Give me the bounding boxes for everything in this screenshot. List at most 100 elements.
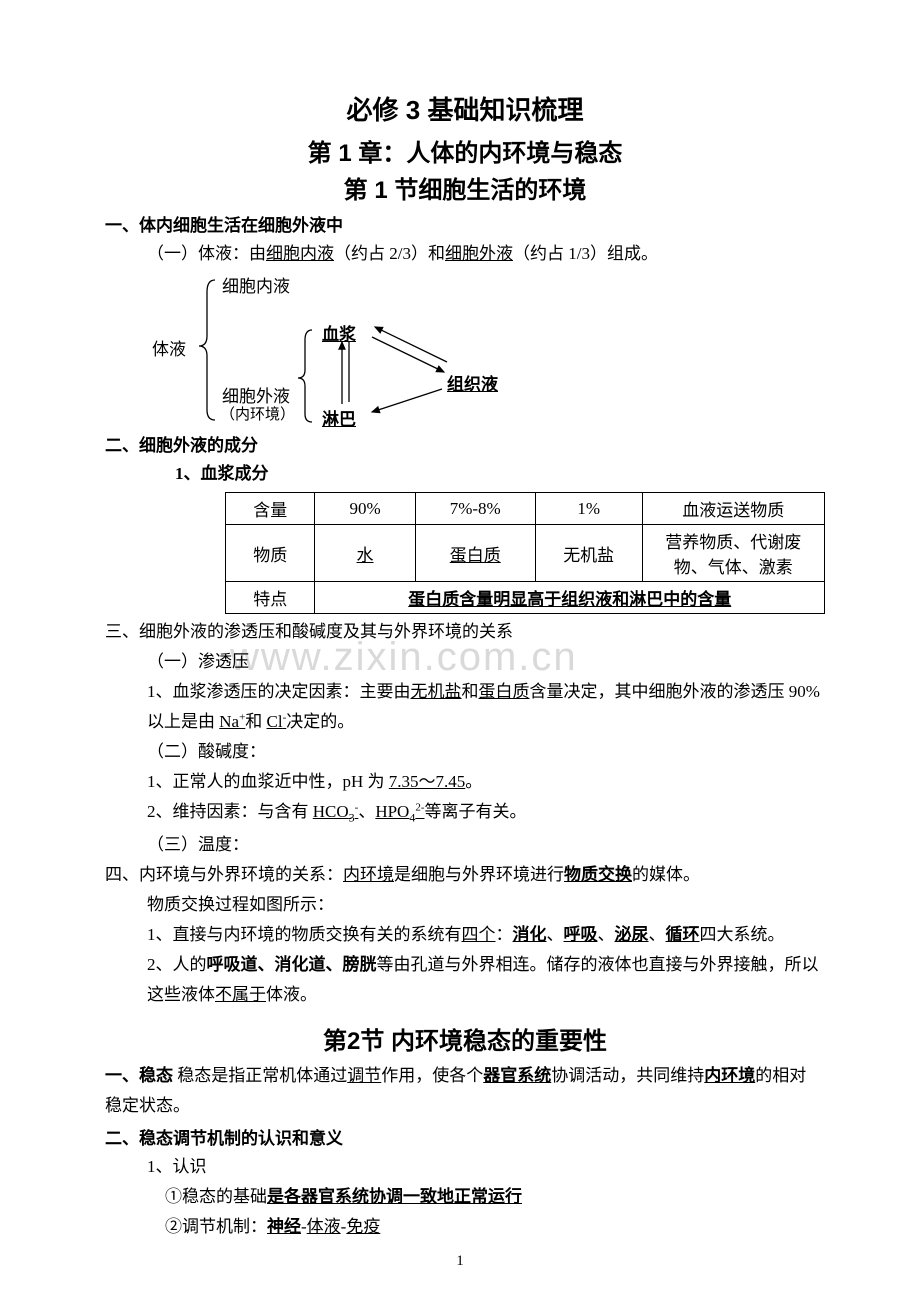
para: 1、血浆渗透压的决定因素：主要由无机盐和蛋白质含量决定，其中细胞外液的渗透压 9… [105, 678, 825, 706]
page-number: 1 [0, 1253, 920, 1270]
table-cell: 营养物质、代谢废物、气体、激素 [642, 525, 824, 582]
table-cell: 90% [315, 493, 415, 525]
text: Na [219, 712, 239, 731]
text: 2、人的 [147, 955, 207, 974]
table-cell: 无机盐 [535, 525, 642, 582]
para: （二）酸碱度： [105, 738, 825, 766]
text: 、 [547, 925, 564, 944]
text: 这些液体 [147, 985, 215, 1004]
text-underline: Cl- [267, 712, 287, 731]
title-section-1: 第 1 节细胞生活的环境 [105, 170, 825, 205]
text: 的媒体。 [632, 865, 700, 884]
title-chapter: 第 1 章：人体的内环境与稳态 [105, 133, 825, 168]
para: 2、人的呼吸道、消化道、膀胱等由孔道与外界相连。储存的液体也直接与外界接触，所以 [105, 951, 825, 979]
heading-3: 三、细胞外液的渗透压和酸碱度及其与外界环境的关系 [105, 618, 825, 646]
text: 以上是由 [147, 712, 219, 731]
text-underline: 消化 [513, 925, 547, 944]
para: 稳定状态。 [105, 1092, 825, 1120]
text-underline: 四个 [462, 925, 496, 944]
text-bold: 一、稳态 [105, 1066, 173, 1085]
text: HPO [375, 802, 409, 821]
heading-4: 四、内环境与外界环境的关系：内环境是细胞与外界环境进行物质交换的媒体。 [105, 861, 825, 889]
text: （约占 2/3）和 [334, 244, 445, 263]
diagram-label: 淋巴 [322, 405, 356, 430]
table-cell: 7%-8% [415, 493, 535, 525]
text: 含量决定，其中细胞外液的渗透压 90% [530, 682, 820, 701]
text: 四、内环境与外界环境的关系： [105, 865, 343, 884]
text: 、 [649, 925, 666, 944]
text: 1、直接与内环境的物质交换有关的系统有 [147, 925, 462, 944]
text: Cl [267, 712, 283, 731]
para: （一）体液：由细胞内液（约占 2/3）和细胞外液（约占 1/3）组成。 [105, 240, 825, 268]
para: 一、稳态 稳态是指正常机体通过调节作用，使各个器官系统协调活动，共同维持内环境的… [105, 1062, 825, 1090]
text: 等由孔道与外界相连。储存的液体也直接与外界接触，所以 [377, 955, 819, 974]
table-cell: 血液运送物质 [642, 493, 824, 525]
text: 协调活动，共同维持 [551, 1066, 704, 1085]
para: 1、直接与内环境的物质交换有关的系统有四个：消化、呼吸、泌尿、循环四大系统。 [105, 921, 825, 949]
para: ②调节机制：神经-体液-免疫 [105, 1213, 825, 1241]
table-cell: 蛋白质含量明显高于组织液和淋巴中的含量 [315, 582, 825, 614]
text: （一）体液：由 [147, 244, 266, 263]
para: ①稳态的基础是各器官系统协调一致地正常运行 [105, 1183, 825, 1211]
text: 1、血浆渗透压的决定因素：主要由 [147, 682, 411, 701]
body-fluid-diagram: 细胞内液 体液 细胞外液 （内环境） 血浆 组织液 淋巴 [147, 272, 825, 427]
text: 。 [465, 772, 482, 791]
superscript: 2- [415, 802, 424, 814]
text-underline: HPO42- [375, 802, 424, 821]
para: 1、血浆成分 [105, 460, 825, 488]
text: 1、正常人的血浆近中性，pH 为 [147, 772, 389, 791]
text-underline: 神经 [267, 1217, 301, 1236]
text-underline: 无机盐 [411, 682, 462, 701]
heading-6: 二、稳态调节机制的认识和意义 [105, 1124, 825, 1149]
text: 四大系统。 [700, 925, 785, 944]
text: 和 [462, 682, 479, 701]
text: 和 [245, 712, 266, 731]
table-row: 物质 水 蛋白质 无机盐 营养物质、代谢废物、气体、激素 [226, 525, 825, 582]
text: 2、维持因素：与含有 [147, 802, 313, 821]
text-underline: 7.35～7.45 [389, 772, 466, 791]
text: 体液。 [266, 985, 317, 1004]
table-cell: 物质 [226, 525, 315, 582]
text-underline: 蛋白质 [479, 682, 530, 701]
table-cell: 水 [315, 525, 415, 582]
diagram-label: 细胞内液 [222, 272, 290, 297]
text-underline: 是各器官系统协调一致地正常运行 [267, 1187, 522, 1206]
text-underline: Na+ [219, 712, 245, 731]
table-row: 含量 90% 7%-8% 1% 血液运送物质 [226, 493, 825, 525]
blood-plasma-table: 含量 90% 7%-8% 1% 血液运送物质 物质 水 蛋白质 无机盐 营养物质… [225, 492, 825, 614]
table-cell: 1% [535, 493, 642, 525]
table-cell: 特点 [226, 582, 315, 614]
text: 、 [358, 802, 375, 821]
para: 这些液体不属于体液。 [105, 981, 825, 1009]
para: 2、维持因素：与含有 HCO3-、HPO42-等离子有关。 [105, 798, 825, 828]
title-section-2: 第2节 内环境稳态的重要性 [105, 1021, 825, 1056]
para: 1、认识 [105, 1153, 825, 1181]
text-underline: 细胞外液 [445, 244, 513, 263]
text-underline: 物质交换 [564, 865, 632, 884]
text-underline: 内环境 [343, 865, 394, 884]
text: 等离子有关。 [425, 802, 527, 821]
table-cell: 含量 [226, 493, 315, 525]
para: 物质交换过程如图所示： [105, 891, 825, 919]
heading-1: 一、体内细胞生活在细胞外液中 [105, 211, 825, 236]
text-underline: 呼吸 [564, 925, 598, 944]
heading-2: 二、细胞外液的成分 [105, 431, 825, 456]
text-underline: 循环 [666, 925, 700, 944]
text-underline: 蛋白质 [450, 546, 501, 565]
table-cell: 蛋白质 [415, 525, 535, 582]
text-underline: 细胞内液 [266, 244, 334, 263]
table-row: 特点 蛋白质含量明显高于组织液和淋巴中的含量 [226, 582, 825, 614]
text-underline: 水 [357, 546, 374, 565]
text-underline: 调节 [347, 1066, 381, 1085]
text-underline: 免疫 [346, 1217, 380, 1236]
text-underline: 内环境 [704, 1066, 755, 1085]
text-underline: 不属于 [215, 985, 266, 1004]
para: 以上是由 Na+和 Cl-决定的。 [105, 708, 825, 736]
text: 是细胞与外界环境进行 [394, 865, 564, 884]
text: 、 [598, 925, 615, 944]
text: （约占 1/3）组成。 [513, 244, 658, 263]
para: （一）渗透压 [105, 648, 825, 676]
para: （三）温度： [105, 831, 825, 859]
text: 的相对 [755, 1066, 806, 1085]
text-underline: 体液 [307, 1217, 341, 1236]
